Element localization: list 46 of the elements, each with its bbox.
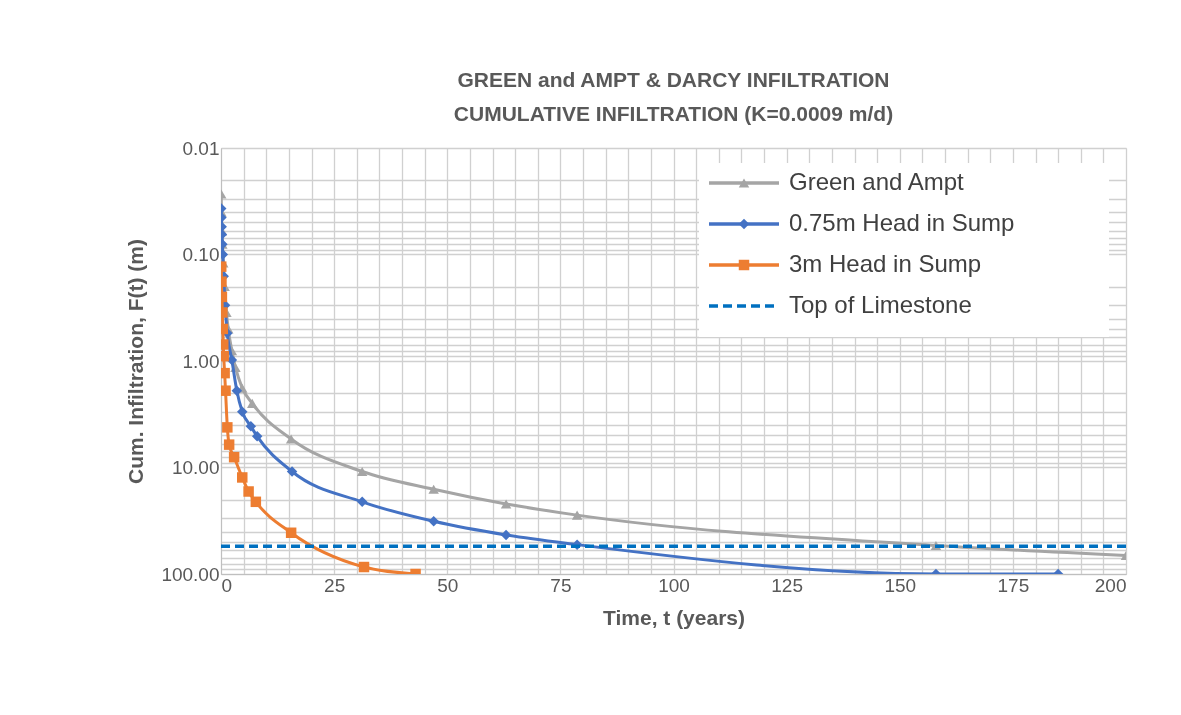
y-tick-label: 1.00 — [182, 350, 220, 372]
point — [243, 486, 254, 497]
y-tick-label: 10.00 — [171, 457, 220, 478]
point — [231, 385, 243, 396]
point — [250, 496, 262, 508]
legend-label: Green and Ampt — [789, 168, 965, 195]
point — [228, 451, 240, 463]
point — [223, 439, 235, 450]
point — [356, 496, 368, 508]
point — [285, 527, 297, 539]
point — [500, 529, 512, 541]
x-tick-label: 50 — [437, 574, 459, 596]
x-tick-label: 75 — [550, 574, 572, 596]
y-axis-title: Cum. Infiltration, F(t) (m) — [124, 239, 148, 484]
x-tick-label: 25 — [324, 574, 346, 596]
point — [500, 499, 512, 509]
point — [221, 385, 231, 396]
point — [358, 561, 370, 573]
point — [237, 406, 248, 418]
point — [222, 422, 233, 433]
x-tick-label: 125 — [771, 574, 803, 596]
point — [226, 354, 238, 366]
point — [428, 484, 439, 494]
x-tick-label: 175 — [997, 574, 1030, 596]
x-tick-label: 200 — [1094, 574, 1127, 596]
y-tick-label: 0.10 — [182, 244, 220, 265]
point — [221, 339, 229, 350]
point — [428, 516, 439, 527]
point — [356, 466, 368, 477]
point — [221, 367, 230, 379]
point — [571, 510, 583, 520]
point — [245, 421, 257, 432]
chart-title: GREEN and AMPT & DARCY INFILTRATION CUMULATIVE INFILTRATION (K=0.0009 m/d) — [453, 68, 894, 125]
x-axis-title: Time, t (years) — [602, 605, 746, 629]
point — [237, 472, 248, 483]
x-tick-label: 0 — [221, 574, 233, 596]
legend-label: 0.75m Head in Sump — [789, 209, 1015, 236]
point — [286, 466, 298, 477]
point — [246, 398, 258, 408]
point — [251, 431, 263, 442]
y-tick-label: 0.01 — [182, 137, 220, 159]
legend-label: Top of Limestone — [789, 291, 972, 318]
legend-label: 3m Head in Sump — [789, 250, 982, 277]
x-tick-label: 150 — [884, 574, 917, 596]
y-tick-label: 100.00 — [161, 563, 220, 585]
x-tick-label: 100 — [658, 574, 690, 596]
